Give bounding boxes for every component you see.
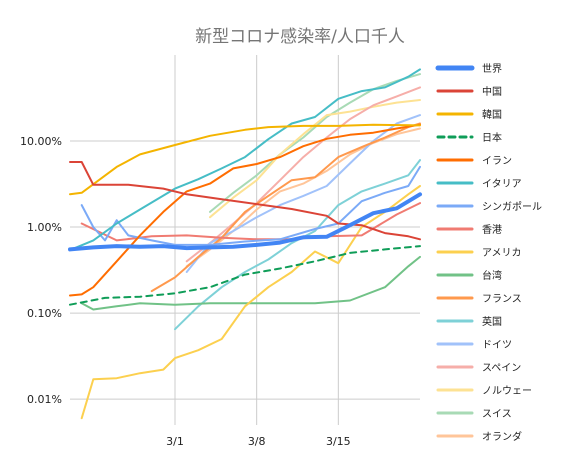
legend-label: 世界 [482, 63, 502, 75]
legend-item: 韓国 [436, 109, 502, 121]
series-line [185, 86, 421, 263]
legend-item: アメリカ [436, 247, 522, 259]
legend: 世界中国韓国日本イランイタリアシンガポール香港アメリカ台湾フランス英国ドイツスペ… [435, 63, 542, 443]
legend-item: ドイツ [436, 340, 512, 351]
y-axis-ticks: 0.01% 0.10% 1.00% 10.00% [20, 135, 62, 406]
legend-item: 世界 [435, 63, 502, 75]
legend-label: 韓国 [482, 109, 502, 121]
y-tick-label: 1.00% [27, 221, 62, 234]
legend-item: 香港 [436, 224, 502, 236]
y-tick-label: 0.01% [27, 393, 62, 406]
legend-label: ドイツ [482, 340, 512, 351]
legend-label: イタリア [482, 178, 522, 190]
legend-label: 中国 [482, 85, 502, 98]
legend-label: スペイン [482, 363, 521, 374]
legend-item: イラン [436, 155, 512, 167]
legend-item: 日本 [436, 131, 502, 144]
legend-item: フランス [436, 293, 522, 305]
legend-label: 日本 [482, 131, 502, 144]
y-tick-label: 10.00% [20, 135, 62, 148]
legend-item: ノルウェー [436, 385, 532, 397]
legend-label: ノルウェー [482, 385, 532, 397]
series-line [69, 123, 421, 196]
series-line [69, 161, 421, 241]
legend-item: スイス [436, 409, 512, 420]
legend-item: スペイン [436, 363, 521, 374]
series-line [69, 245, 421, 306]
legend-item: オランダ [436, 430, 522, 443]
legend-label: シンガポール [482, 201, 542, 213]
legend-label: 台湾 [482, 269, 502, 282]
x-tick-label: 3/8 [248, 435, 266, 448]
x-axis-ticks: 3/1 3/8 3/15 [166, 435, 351, 448]
legend-label: オランダ [482, 430, 522, 443]
legend-item: 中国 [436, 85, 502, 98]
legend-item: 英国 [436, 315, 502, 328]
legend-item: イタリア [436, 178, 522, 190]
legend-item: シンガポール [436, 201, 542, 213]
series-line [68, 192, 422, 252]
series-line [150, 122, 421, 293]
series-lines [68, 68, 422, 420]
series-line [80, 255, 421, 311]
y-tick-label: 0.10% [27, 307, 62, 320]
x-tick-label: 3/1 [166, 435, 184, 448]
chart-title: 新型コロナ感染率/人口千人 [195, 27, 405, 47]
legend-item: 台湾 [436, 269, 502, 282]
series-line [80, 165, 421, 246]
series-line [69, 123, 421, 297]
legend-label: 香港 [482, 224, 502, 236]
legend-label: アメリカ [482, 247, 522, 259]
legend-label: イラン [482, 155, 512, 167]
series-line [80, 185, 421, 420]
legend-label: スイス [482, 409, 512, 420]
series-line [209, 99, 421, 219]
legend-label: 英国 [482, 315, 502, 328]
series-line [209, 73, 421, 213]
x-tick-label: 3/15 [326, 435, 351, 448]
legend-label: フランス [482, 293, 522, 305]
series-line [69, 68, 421, 252]
